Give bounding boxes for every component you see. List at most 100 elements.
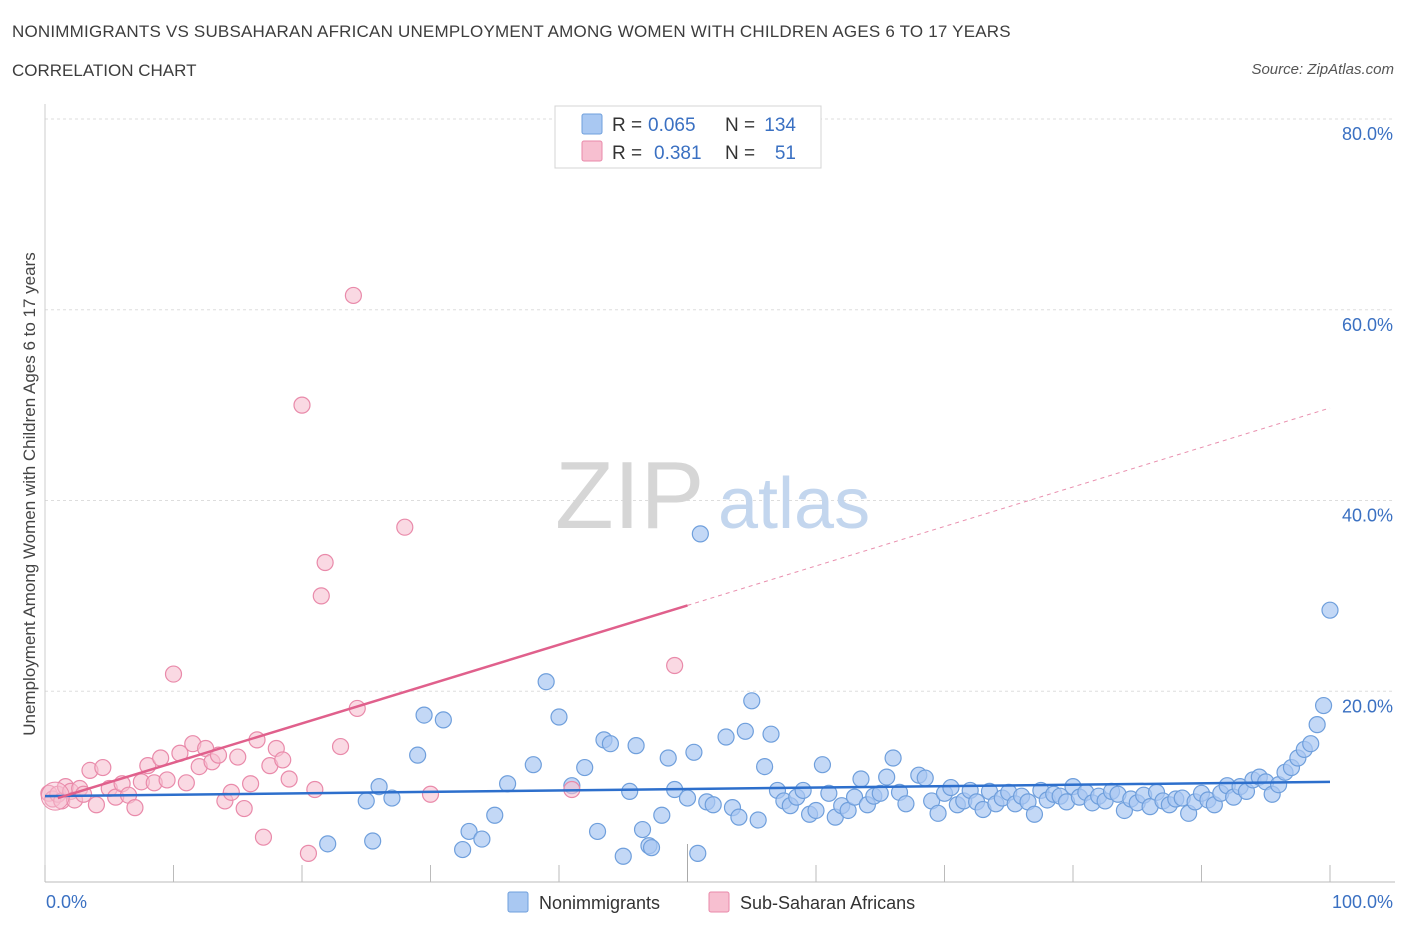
point-nonimmigrants: [691, 525, 709, 543]
legend-swatch-nonimmigrants: [507, 891, 529, 913]
point-nonimmigrants: [499, 775, 517, 793]
point-nonimmigrants: [685, 743, 703, 761]
stats-r-label-2: R =: [612, 143, 642, 164]
point-sub-saharan: [158, 771, 176, 789]
point-sub-saharan: [666, 656, 684, 675]
point-nonimmigrants: [678, 789, 697, 807]
point-nonimmigrants: [730, 808, 748, 826]
y-tick-label: 80.0%: [1342, 124, 1393, 144]
point-sub-saharan: [126, 799, 144, 817]
point-nonimmigrants: [550, 708, 568, 726]
point-nonimmigrants: [1302, 735, 1320, 753]
stats-n-value-2: 51: [775, 143, 796, 164]
point-nonimmigrants: [704, 796, 722, 814]
watermark-atlas: atlas: [718, 464, 870, 544]
point-nonimmigrants: [762, 725, 780, 743]
point-nonimmigrants: [454, 840, 472, 859]
legend-label-sub-saharan: Sub-Saharan Africans: [740, 893, 915, 913]
point-nonimmigrants: [1314, 696, 1333, 715]
legend-swatch-sub-saharan: [708, 891, 730, 913]
point-nonimmigrants: [916, 769, 934, 787]
point-nonimmigrants: [884, 749, 902, 767]
point-nonimmigrants: [415, 706, 433, 724]
point-sub-saharan: [229, 748, 247, 766]
legend: Nonimmigrants Sub-Saharan Africans: [507, 891, 915, 913]
point-nonimmigrants: [460, 822, 478, 841]
point-nonimmigrants: [755, 757, 774, 776]
stats-n-label-2: N =: [725, 143, 755, 164]
x-tick-label: 0.0%: [46, 892, 87, 912]
point-sub-saharan: [293, 396, 311, 414]
point-sub-saharan: [94, 758, 112, 777]
grid-lines: [45, 118, 1395, 692]
point-nonimmigrants: [871, 784, 889, 802]
point-nonimmigrants: [370, 778, 388, 796]
point-nonimmigrants: [576, 758, 594, 777]
point-sub-saharan: [235, 799, 253, 818]
watermark-zip: ZIP: [555, 442, 704, 549]
axes: [44, 104, 1395, 883]
point-sub-saharan: [316, 553, 334, 572]
watermark: ZIP atlas: [555, 442, 870, 549]
point-sub-saharan: [242, 775, 260, 793]
chart-title: NONIMMIGRANTS VS SUBSAHARAN AFRICAN UNEM…: [12, 22, 1011, 41]
point-sub-saharan: [344, 286, 362, 305]
point-nonimmigrants: [537, 673, 555, 691]
stats-n-value-1: 134: [764, 115, 796, 136]
stats-box: R = 0.065 N = 134 R = 0.381 N = 51: [554, 105, 822, 169]
point-nonimmigrants: [486, 806, 504, 824]
trend-lines: [44, 407, 1331, 800]
point-nonimmigrants: [929, 804, 947, 822]
point-nonimmigrants: [942, 778, 960, 797]
series-nonimmigrants: [319, 525, 1339, 865]
point-nonimmigrants: [1025, 805, 1044, 823]
trend-line-sub-saharan-extension: [687, 407, 1331, 606]
point-nonimmigrants: [642, 839, 661, 857]
point-sub-saharan: [312, 587, 330, 605]
point-nonimmigrants: [524, 756, 542, 774]
stats-swatch-blue: [581, 113, 603, 135]
point-nonimmigrants: [621, 782, 639, 800]
point-nonimmigrants: [852, 770, 870, 788]
point-nonimmigrants: [794, 781, 812, 800]
source-label: Source: ZipAtlas.com: [1251, 61, 1394, 78]
y-axis-label: Unemployment Among Women with Children A…: [20, 252, 39, 736]
point-nonimmigrants: [1321, 601, 1339, 619]
point-nonimmigrants: [717, 728, 735, 746]
trend-line-nonimmigrants: [44, 780, 1331, 798]
point-nonimmigrants: [820, 784, 838, 802]
point-sub-saharan: [396, 518, 414, 536]
point-nonimmigrants: [736, 722, 754, 740]
point-sub-saharan: [280, 770, 298, 788]
series-sub-saharan-africans: [40, 286, 684, 862]
stats-r-value-1: 0.065: [648, 115, 696, 136]
point-nonimmigrants: [813, 756, 832, 774]
point-nonimmigrants: [588, 822, 607, 841]
point-nonimmigrants: [807, 801, 825, 820]
point-nonimmigrants: [627, 737, 645, 755]
point-nonimmigrants: [897, 795, 915, 813]
trend-line-sub-saharan: [57, 604, 688, 800]
point-nonimmigrants: [659, 749, 677, 767]
point-sub-saharan: [164, 665, 183, 683]
y-tick-label: 20.0%: [1342, 696, 1393, 716]
point-nonimmigrants: [689, 844, 707, 862]
point-nonimmigrants: [319, 835, 337, 853]
x-tick-label: 100.0%: [1332, 892, 1393, 912]
stats-n-label-1: N =: [725, 115, 755, 136]
point-nonimmigrants: [473, 830, 491, 848]
point-sub-saharan: [222, 783, 240, 801]
y-tick-label: 60.0%: [1342, 315, 1393, 335]
x-tick-labels: 0.0% 100.0%: [46, 892, 1393, 912]
point-nonimmigrants: [383, 789, 401, 807]
point-nonimmigrants: [653, 806, 671, 824]
point-nonimmigrants: [614, 847, 632, 865]
stats-r-label-1: R =: [612, 115, 642, 136]
point-sub-saharan: [87, 796, 106, 814]
point-sub-saharan: [421, 785, 440, 803]
point-nonimmigrants: [743, 692, 761, 710]
point-nonimmigrants: [364, 832, 382, 850]
point-nonimmigrants: [749, 811, 767, 829]
